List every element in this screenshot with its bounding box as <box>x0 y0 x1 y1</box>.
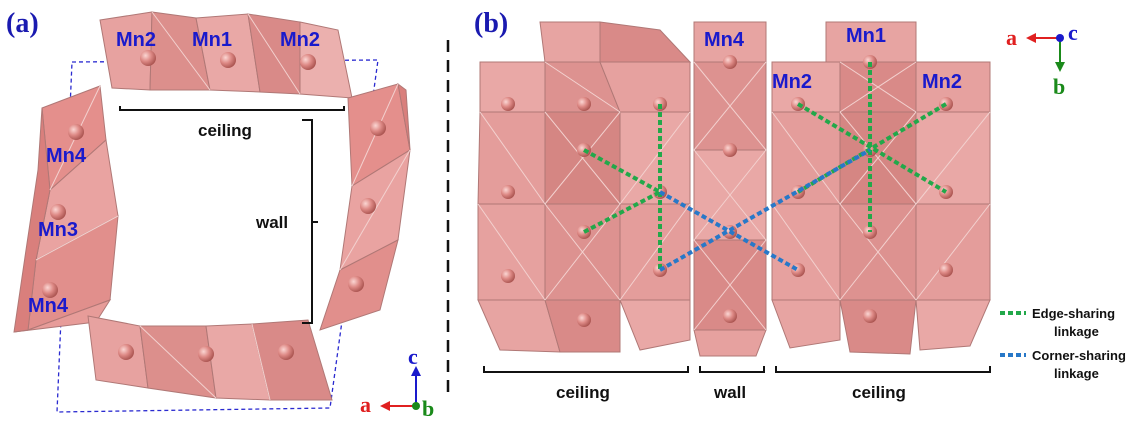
axis-triad-b: a c b <box>1006 20 1078 99</box>
site-label-top-left: Mn2 <box>116 29 156 51</box>
panel-b-atoms <box>501 55 953 327</box>
bottom-brackets <box>483 366 991 373</box>
legend-corner-line1: Corner-sharing <box>1032 348 1126 363</box>
top-octahedra-chain <box>99 11 353 99</box>
wall-bracket <box>302 119 318 324</box>
site-label-center-top: Mn1 <box>846 25 886 47</box>
bottom-label-left: ceiling <box>556 383 610 402</box>
site-label-left-middle: Mn3 <box>38 219 78 241</box>
left-wall-chain <box>13 85 119 333</box>
site-label-wall-top: Mn4 <box>704 29 745 51</box>
legend-edge-line2: linkage <box>1054 324 1099 339</box>
ceiling-bracket <box>119 106 345 111</box>
wall-label: wall <box>255 213 288 232</box>
linkage-legend: Edge-sharing linkage Corner-sharing link… <box>1000 306 1126 381</box>
bottom-label-right: ceiling <box>852 383 906 402</box>
right-ceiling-block <box>771 21 991 355</box>
axis-triad-a: c a b <box>360 344 434 421</box>
site-label-b-right: Mn2 <box>922 71 962 93</box>
right-wall-chain <box>319 82 411 331</box>
axis-a-label-a: a <box>360 392 371 417</box>
ceiling-label: ceiling <box>198 121 252 140</box>
axis-b-label-b: b <box>1053 74 1065 99</box>
site-label-top-center: Mn1 <box>192 29 232 51</box>
site-label-b-left: Mn2 <box>772 71 812 93</box>
panel-a-label: (a) <box>6 8 39 39</box>
axis-a-label-c: c <box>408 344 418 369</box>
bottom-label-middle: wall <box>713 383 746 402</box>
axis-b-label-c: c <box>1068 20 1078 45</box>
wall-block <box>693 21 767 357</box>
axis-b-label-a: a <box>1006 25 1017 50</box>
site-label-left-lower: Mn4 <box>28 295 69 317</box>
panel-a: (a) <box>6 8 434 421</box>
panel-b: (b) <box>474 8 1126 402</box>
left-ceiling-block <box>477 21 692 353</box>
legend-edge-line1: Edge-sharing <box>1032 306 1115 321</box>
corner-sharing-linkages <box>659 148 871 272</box>
panel-a-atoms <box>42 50 386 362</box>
site-label-left-upper: Mn4 <box>46 145 87 167</box>
panel-b-label: (b) <box>474 8 508 39</box>
site-label-top-right: Mn2 <box>280 29 320 51</box>
legend-corner-line2: linkage <box>1054 366 1099 381</box>
edge-sharing-linkages <box>583 62 948 270</box>
axis-a-label-b: b <box>422 396 434 421</box>
